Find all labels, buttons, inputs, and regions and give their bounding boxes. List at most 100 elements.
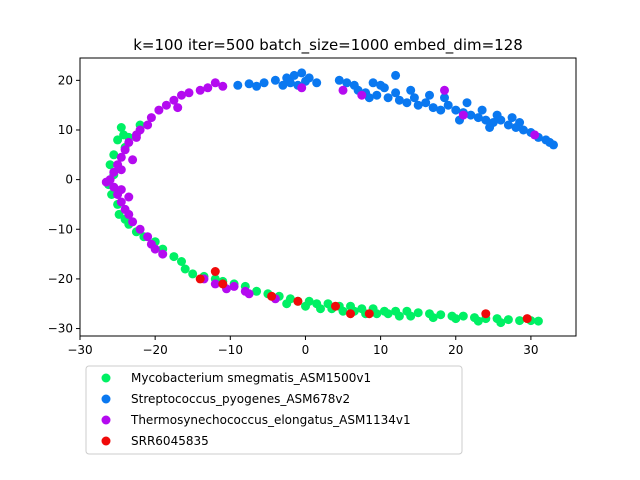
data-point — [154, 105, 164, 115]
data-point — [515, 118, 525, 127]
data-point — [210, 267, 220, 276]
series-0 — [104, 120, 543, 328]
data-point — [383, 93, 393, 103]
data-point — [301, 76, 310, 86]
x-tick-label: −10 — [218, 343, 243, 357]
data-point — [477, 105, 487, 115]
data-point — [372, 90, 382, 100]
data-point — [440, 85, 449, 95]
data-point — [507, 113, 517, 123]
data-point — [338, 85, 348, 95]
data-point — [413, 308, 423, 318]
legend-marker — [101, 373, 111, 383]
data-point — [177, 257, 186, 266]
data-point — [364, 93, 374, 103]
data-point — [518, 125, 528, 135]
data-point — [169, 252, 179, 262]
y-tick-label: −20 — [48, 272, 73, 286]
data-point — [135, 224, 145, 234]
data-point — [259, 78, 269, 88]
legend-frame — [85, 365, 463, 455]
data-point — [481, 309, 491, 319]
data-point — [195, 85, 205, 95]
data-point — [533, 316, 543, 326]
data-point — [346, 309, 355, 319]
data-point — [394, 95, 404, 105]
data-point — [409, 93, 419, 103]
data-point — [184, 88, 194, 98]
data-point — [492, 110, 502, 120]
data-point — [428, 313, 438, 323]
series-2 — [101, 78, 540, 304]
data-point — [462, 98, 472, 108]
data-point — [143, 232, 153, 242]
legend-label: Streptococcus_pyogenes_ASM678v2 — [131, 392, 350, 406]
x-tick-label: 30 — [523, 343, 538, 357]
data-point — [188, 269, 198, 279]
data-point — [109, 167, 119, 177]
data-point — [421, 98, 431, 108]
data-point — [394, 311, 404, 321]
data-point — [113, 135, 123, 145]
data-point — [173, 103, 183, 113]
data-point — [297, 83, 307, 93]
data-point — [466, 110, 476, 120]
data-point — [391, 70, 401, 80]
data-point — [169, 95, 179, 105]
data-point — [515, 316, 525, 326]
data-point — [451, 105, 461, 115]
data-point — [131, 130, 141, 140]
data-point — [372, 309, 382, 319]
data-point — [285, 78, 295, 88]
x-tick-label: 20 — [448, 343, 463, 357]
data-point — [146, 113, 156, 123]
data-point — [150, 244, 160, 254]
data-point — [545, 137, 555, 147]
data-point — [338, 306, 348, 316]
data-point — [270, 75, 280, 85]
x-axis: −30 −20 −10 0 10 20 30 — [67, 336, 539, 357]
data-point — [180, 264, 190, 274]
data-point — [316, 304, 325, 314]
data-point — [267, 291, 277, 301]
data-point — [282, 299, 292, 309]
data-point — [436, 310, 446, 320]
series-3 — [195, 267, 532, 324]
data-point — [481, 115, 491, 125]
data-point — [105, 160, 115, 170]
data-point — [116, 152, 126, 162]
data-point — [293, 296, 303, 306]
legend-label: Thermosynechococcus_elongatus_ASM1134v1 — [130, 413, 411, 427]
data-point — [210, 78, 220, 88]
legend-label: Mycobacterium smegmatis_ASM1500v1 — [131, 371, 371, 385]
y-tick-label: −30 — [48, 322, 73, 336]
data-point — [158, 249, 168, 259]
data-point — [428, 103, 438, 113]
points-layer — [101, 68, 558, 328]
data-point — [278, 80, 288, 90]
data-point — [203, 83, 213, 93]
data-point — [218, 279, 228, 289]
data-point — [210, 279, 220, 289]
x-tick-label: −20 — [142, 343, 167, 357]
data-point — [252, 81, 262, 91]
data-point — [128, 217, 138, 227]
data-point — [252, 286, 262, 296]
data-point — [128, 155, 138, 165]
data-point — [218, 81, 228, 91]
data-point — [101, 177, 111, 187]
data-point — [124, 192, 134, 202]
data-point — [376, 80, 386, 90]
legend-marker — [101, 436, 111, 446]
data-point — [161, 100, 171, 110]
data-point — [485, 123, 495, 132]
data-point — [195, 274, 205, 284]
y-tick-label: 0 — [65, 173, 73, 187]
data-point — [458, 311, 468, 321]
data-point — [368, 78, 378, 88]
data-point — [124, 209, 134, 219]
data-point — [143, 120, 153, 130]
legend-marker — [101, 394, 111, 404]
x-tick-label: 0 — [302, 343, 310, 357]
